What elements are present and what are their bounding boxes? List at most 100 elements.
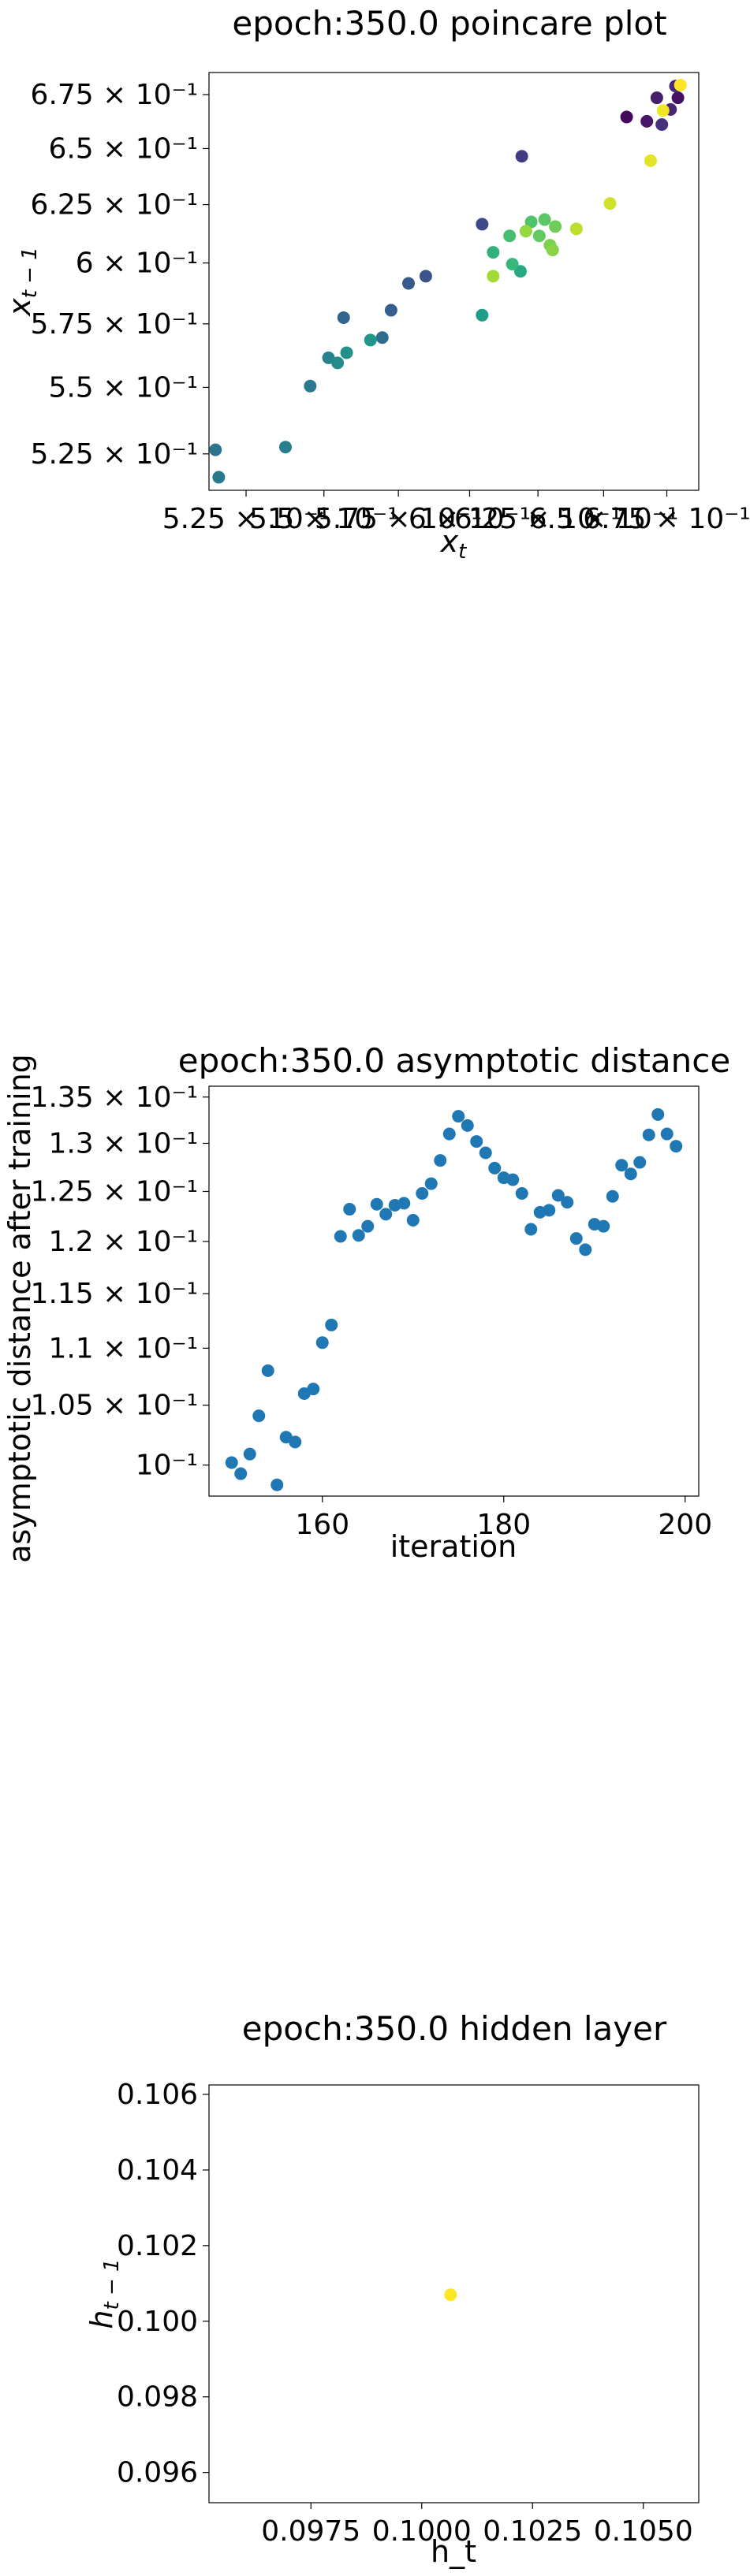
- data-point: [532, 229, 546, 243]
- poincare-points: [209, 78, 687, 484]
- data-point: [674, 78, 687, 91]
- data-point: [671, 91, 685, 105]
- data-point: [379, 1208, 393, 1221]
- x-tick-label: 6 × 10⁻¹: [409, 503, 531, 535]
- y-tick-label: 0.106: [117, 2079, 198, 2111]
- data-point: [650, 91, 663, 105]
- data-point: [513, 265, 527, 278]
- data-point: [644, 154, 657, 167]
- data-point: [370, 1197, 383, 1211]
- data-point: [670, 1140, 683, 1153]
- y-tick-label: 1.1 × 10⁻¹: [48, 1332, 198, 1364]
- y-tick-label: 0.096: [117, 2457, 198, 2489]
- y-tick-label: 1.25 × 10⁻¹: [31, 1175, 198, 1208]
- asymptotic-y-ticks: 10⁻¹ 1.05 × 10⁻¹ 1.1 × 10⁻¹ 1.15 × 10⁻¹ 1.2 …: [31, 1081, 209, 1482]
- data-point: [569, 1232, 583, 1245]
- y-tick-label: 0.100: [117, 2306, 198, 2338]
- hidden-y-label: ht − 1: [84, 2258, 124, 2328]
- y-tick-label: 5.75 × 10⁻¹: [31, 308, 198, 341]
- hidden-layer-plot: epoch:350.0 hidden layer 0.0975 0.1000 0.1…: [84, 2009, 700, 2569]
- data-point: [334, 1230, 347, 1243]
- poincare-plot-frame: [208, 72, 700, 491]
- y-tick-label: 1.05 × 10⁻¹: [31, 1390, 198, 1422]
- data-point: [640, 114, 654, 128]
- data-point: [406, 1214, 420, 1227]
- data-point: [340, 346, 353, 359]
- data-point: [289, 1435, 302, 1449]
- x-tick-label: 5.75 × 10⁻¹: [315, 503, 482, 535]
- data-point: [315, 1336, 329, 1349]
- data-point: [442, 1127, 456, 1141]
- data-point: [444, 2288, 457, 2302]
- poincare-y-label: xt − 1: [2, 247, 42, 317]
- data-point: [515, 150, 528, 163]
- data-point: [452, 1110, 465, 1123]
- x-tick-label: 0.0975: [261, 2515, 360, 2548]
- y-tick-label: 6.5 × 10⁻¹: [48, 132, 198, 165]
- data-point: [506, 258, 519, 271]
- y-tick-label: 6.75 × 10⁻¹: [31, 79, 198, 111]
- hidden-y-ticks: 0.096 0.098 0.100 0.102 0.104 0.106: [117, 2079, 209, 2489]
- poincare-y-ticks: 5.25 × 10⁻¹ 5.5 × 10⁻¹ 5.75 × 10⁻¹ 6 × 10⁻¹…: [31, 79, 209, 471]
- x-tick-label: 160: [295, 1509, 349, 1541]
- poincare-plot: epoch:350.0 poincare plot 5.25 × 10⁻¹5.5…: [2, 4, 750, 564]
- data-point: [651, 1107, 665, 1121]
- data-point: [252, 1409, 266, 1423]
- data-point: [519, 225, 532, 238]
- data-point: [397, 1197, 411, 1210]
- asymptotic-plot-title: epoch:350.0 asymptotic distance: [178, 1041, 730, 1080]
- x-tick-label: 6.5 × 10⁻¹: [529, 503, 679, 535]
- data-point: [434, 1154, 447, 1167]
- data-point: [488, 1161, 502, 1174]
- data-point: [543, 1204, 556, 1217]
- data-point: [506, 1173, 520, 1186]
- data-point: [261, 1364, 274, 1377]
- y-tick-label: 5.25 × 10⁻¹: [31, 438, 198, 471]
- data-point: [538, 213, 551, 226]
- asymptotic-y-label: asymptotic distance after training: [2, 1054, 37, 1563]
- data-point: [487, 246, 500, 259]
- y-tick-label: 0.098: [117, 2381, 198, 2414]
- x-tick-label: 0.1000: [372, 2515, 472, 2548]
- data-point: [470, 1135, 483, 1148]
- y-tick-label: 6 × 10⁻¹: [76, 248, 198, 280]
- asymptotic-x-ticks: 160 180 200: [295, 1496, 712, 1541]
- asymptotic-points: [225, 1107, 683, 1491]
- data-point: [271, 1478, 284, 1491]
- data-point: [515, 1186, 528, 1200]
- y-tick-label: 0.102: [117, 2230, 198, 2262]
- data-point: [633, 1156, 647, 1169]
- data-point: [304, 379, 317, 393]
- data-point: [225, 1456, 238, 1469]
- data-point: [461, 1119, 474, 1132]
- data-point: [243, 1447, 256, 1461]
- data-point: [424, 1177, 438, 1190]
- data-point: [624, 1167, 637, 1181]
- data-point: [476, 218, 489, 231]
- data-point: [352, 1229, 365, 1242]
- data-point: [660, 1127, 674, 1141]
- data-point: [656, 104, 670, 117]
- y-tick-label: 6.25 × 10⁻¹: [31, 189, 198, 221]
- data-point: [549, 220, 562, 233]
- x-tick-label: 0.1050: [594, 2515, 693, 2548]
- data-point: [524, 215, 538, 229]
- poincare-x-label: xt: [440, 524, 468, 564]
- x-tick-label: 5.25 × 10⁻¹: [162, 503, 330, 535]
- data-point: [364, 333, 377, 347]
- data-point: [234, 1467, 248, 1480]
- data-point: [524, 1223, 538, 1236]
- y-tick-label: 1.3 × 10⁻¹: [48, 1127, 198, 1160]
- hidden-points: [444, 2288, 457, 2302]
- data-point: [655, 118, 669, 132]
- y-tick-label: 1.35 × 10⁻¹: [31, 1081, 198, 1114]
- y-tick-label: 1.15 × 10⁻¹: [31, 1278, 198, 1310]
- data-point: [278, 441, 292, 454]
- data-point: [642, 1128, 655, 1141]
- data-point: [307, 1383, 320, 1396]
- x-tick-label: 6.75 × 10⁻¹: [583, 503, 750, 535]
- hidden-x-ticks: 0.0975 0.1000 0.1025 0.1050: [261, 2503, 693, 2548]
- y-tick-label: 5.5 × 10⁻¹: [48, 371, 198, 404]
- x-tick-label: 180: [476, 1509, 531, 1541]
- data-point: [487, 270, 500, 283]
